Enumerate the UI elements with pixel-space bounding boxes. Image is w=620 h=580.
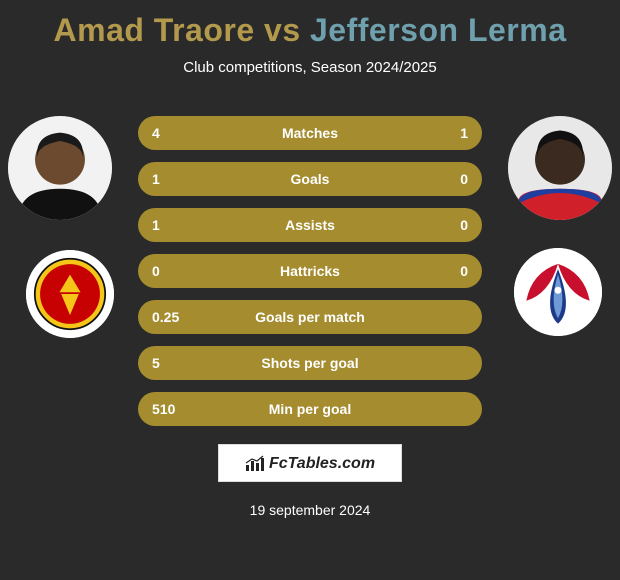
- stat-bar: 0.25Goals per match: [138, 300, 482, 334]
- stat-label: Matches: [138, 125, 482, 141]
- stat-bar: 1Goals0: [138, 162, 482, 196]
- stat-value-right: 0: [460, 263, 468, 279]
- stat-value-right: 0: [460, 171, 468, 187]
- club1-svg: [26, 250, 114, 338]
- stat-bar: 1Assists0: [138, 208, 482, 242]
- player1-avatar-svg: [8, 116, 112, 220]
- player2-name: Jefferson Lerma: [310, 12, 566, 48]
- stat-bar: 0Hattricks0: [138, 254, 482, 288]
- player2-club-crest: [514, 248, 602, 336]
- stat-value-right: 1: [460, 125, 468, 141]
- player1-name: Amad Traore: [54, 12, 255, 48]
- stat-label: Assists: [138, 217, 482, 233]
- vs-text: vs: [264, 12, 301, 48]
- footer: FcTables.com: [0, 444, 620, 482]
- player1-club-crest: [26, 250, 114, 338]
- logo-text-main: FcTables: [269, 455, 338, 472]
- stat-label: Min per goal: [138, 401, 482, 417]
- comparison-title: Amad Traore vs Jefferson Lerma: [0, 0, 620, 49]
- fctables-logo: FcTables.com: [218, 444, 402, 482]
- stat-bar: 5Shots per goal: [138, 346, 482, 380]
- stats-area: 4Matches11Goals01Assists00Hattricks00.25…: [0, 116, 620, 426]
- stat-label: Shots per goal: [138, 355, 482, 371]
- logo-text-suffix: .com: [338, 455, 375, 472]
- player2-avatar-svg: [508, 116, 612, 220]
- stat-bars: 4Matches11Goals01Assists00Hattricks00.25…: [138, 116, 482, 426]
- stat-bar: 4Matches1: [138, 116, 482, 150]
- stat-bar: 510Min per goal: [138, 392, 482, 426]
- subtitle: Club competitions, Season 2024/2025: [0, 59, 620, 76]
- date-text: 19 september 2024: [0, 502, 620, 518]
- player1-avatar: [8, 116, 112, 220]
- bar-chart-icon: [245, 455, 265, 473]
- player2-avatar: [508, 116, 612, 220]
- stat-label: Hattricks: [138, 263, 482, 279]
- stat-value-right: 0: [460, 217, 468, 233]
- stat-label: Goals: [138, 171, 482, 187]
- stat-label: Goals per match: [138, 309, 482, 325]
- club2-svg: [514, 248, 602, 336]
